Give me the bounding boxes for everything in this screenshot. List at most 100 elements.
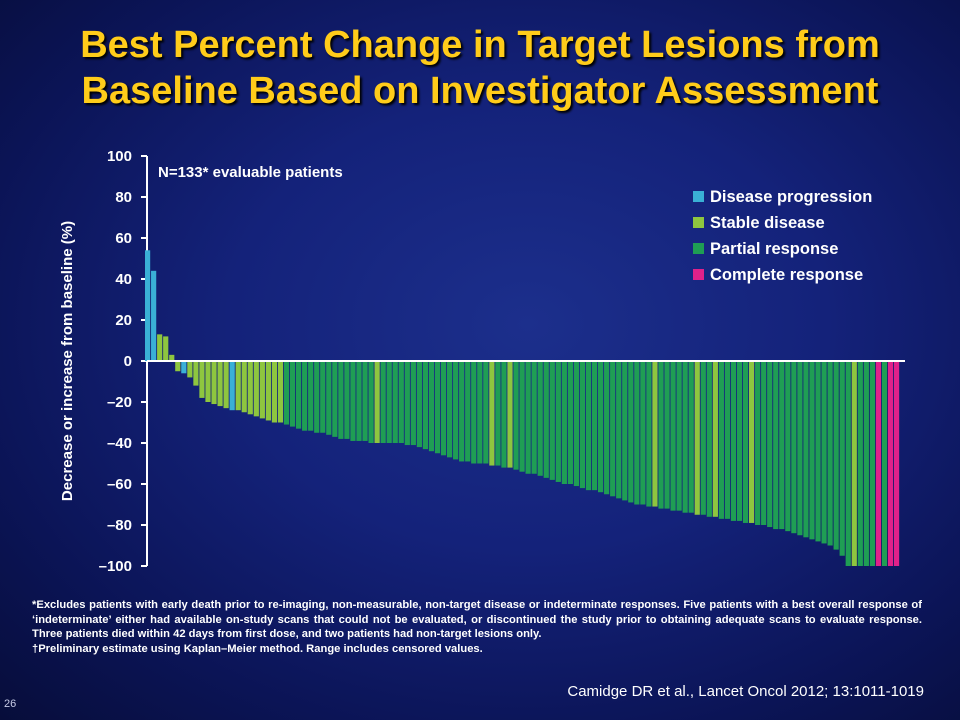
bar-pr [531,361,537,474]
bar-sd [169,354,175,361]
bar-pr [283,361,290,425]
bar-pr [356,361,362,441]
plot-area: 100 80 60 40 20 0 –20 –40 –60 –80 –100 [99,148,905,575]
bar-pr [682,361,688,513]
y-tick-label: 0 [124,353,132,370]
bar-pr [646,361,652,507]
legend-label-cr: Complete response [710,266,863,284]
bar-pr [736,361,743,521]
bar-pr [664,361,670,509]
bar-sd [241,361,247,413]
y-tick-label: –100 [99,558,132,575]
bar-pr [827,361,833,546]
bar-pr [519,361,525,472]
y-axis-label: Decrease or increase from baseline (%) [59,221,76,501]
bar-sd [187,361,193,378]
bar-pr [779,361,785,530]
slide-title: Best Percent Change in Target Lesions fr… [0,22,960,114]
bar-pr [803,361,809,538]
bar-pr [700,361,706,515]
bar-sd [211,361,217,405]
bar-pr [773,361,779,530]
bar-pr [845,361,851,566]
bar-cr [875,361,882,566]
waterfall-chart: 100 80 60 40 20 0 –20 –40 –60 –80 –100 Decrease or… [59,148,905,575]
bar-pr [362,361,368,441]
bar-sd [193,361,199,386]
bar-pr [567,361,573,484]
bar-pr [598,361,604,493]
bar-pr [380,361,386,443]
bar-sd [157,334,163,361]
bar-pr [368,361,374,443]
bar-sd [489,361,495,466]
legend-label-pr: Partial response [710,240,838,258]
bar-sd [749,361,755,523]
bar-pr [670,361,676,511]
bar-pr [718,361,724,519]
bar-pr [785,361,791,532]
bar-pr [791,361,797,534]
bar-pr [525,361,531,474]
bar-pr [289,361,296,427]
bar-sd [253,361,259,417]
bar-pr [543,361,549,478]
bar-sd [851,361,857,566]
bar-pr [416,361,422,448]
bar-cr [893,361,900,566]
bar-sd [277,361,284,423]
bar-pr [688,361,694,513]
y-tick-label: 80 [115,189,132,206]
bar-pr [730,361,737,521]
bar-pr [579,361,586,489]
bar-pr [742,361,749,523]
bar-pr [591,361,598,491]
bar-pd [229,361,235,411]
bar-pr [320,361,326,433]
bar-pr [809,361,815,540]
footnote-exclusions: *Excludes patients with early death prio… [32,599,922,640]
bar-pr [513,361,519,470]
bar-pr [549,361,555,480]
bar-pr [296,361,302,429]
bar-pr [555,361,561,482]
bar-pr [495,361,501,466]
bar-pr [857,361,863,566]
bar-pr [881,361,888,566]
bar-sd [223,361,229,409]
bar-pr [404,361,410,446]
bar-pr [610,361,616,497]
bar-pr [398,361,404,443]
bar-sd [507,361,513,468]
bar-pr [797,361,803,536]
legend-label-pd: Disease progression [710,188,872,206]
bar-sd [694,361,700,515]
slide-title-line-2: Baseline Based on Investigator Assessmen… [81,70,879,112]
bar-pd [151,270,157,361]
bar-pr [453,361,459,460]
bar-pr [471,361,477,464]
bar-sd [265,361,271,421]
y-tick-label: 60 [115,230,132,247]
bar-pr [459,361,465,462]
bar-sd [271,361,278,423]
bar-pr [634,361,640,505]
bar-pr [839,361,845,556]
bar-pr [561,361,567,484]
bar-pr [302,361,308,431]
bar-pr [344,361,350,439]
bar-pr [676,361,682,511]
bar-pr [428,361,435,452]
bar-sd [199,361,205,398]
bar-pr [585,361,592,491]
bar-sd [652,361,658,507]
bar-pd [145,250,151,361]
bar-pr [422,361,429,450]
n-annotation: N=133* evaluable patients [158,164,343,181]
bar-pr [706,361,712,517]
bar-pr [658,361,664,509]
y-tick-label: –80 [107,517,132,534]
bar-pr [616,361,622,499]
bar-pr [815,361,821,542]
legend-label-sd: Stable disease [710,214,825,232]
